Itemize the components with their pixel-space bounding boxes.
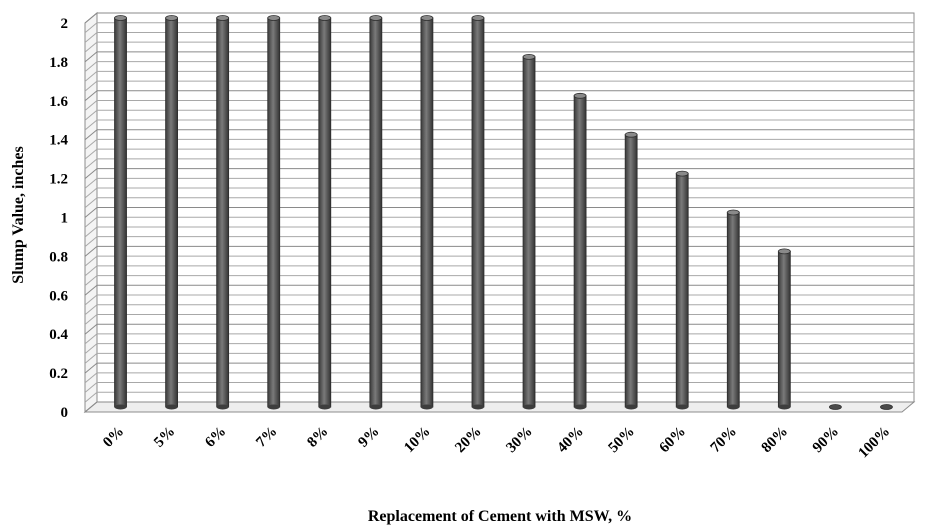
bar xyxy=(522,54,536,410)
x-tick-label: 20% xyxy=(452,424,485,457)
y-tick-label: 1.8 xyxy=(49,55,68,71)
bar xyxy=(726,209,740,410)
gridline xyxy=(84,323,98,335)
x-tick-label: 10% xyxy=(401,424,434,457)
y-tick-label: 0 xyxy=(61,405,69,421)
bar xyxy=(829,404,842,410)
bar xyxy=(420,15,434,410)
gridline xyxy=(84,294,98,306)
x-tick-label: 100% xyxy=(855,424,893,462)
y-tick-label: 1.4 xyxy=(49,133,68,149)
y-tick-label: 1 xyxy=(61,211,69,227)
gridline xyxy=(84,61,98,73)
bar xyxy=(318,15,332,410)
gridline xyxy=(84,391,98,403)
gridline xyxy=(84,129,98,141)
gridline xyxy=(84,362,98,374)
gridline xyxy=(84,314,98,325)
gridline xyxy=(84,187,98,199)
gridline xyxy=(84,100,98,111)
bar xyxy=(216,15,230,410)
gridline xyxy=(84,216,98,228)
gridline xyxy=(84,236,98,248)
x-tick-label: 60% xyxy=(657,424,690,457)
gridline xyxy=(84,109,98,121)
bar xyxy=(573,92,587,410)
bar xyxy=(675,170,689,410)
gridline xyxy=(84,255,98,267)
x-tick-label: 50% xyxy=(605,424,638,457)
bar xyxy=(114,15,127,410)
gridline xyxy=(84,352,98,364)
y-tick-label: 2 xyxy=(61,16,69,32)
gridline xyxy=(84,90,98,102)
bar xyxy=(369,15,383,410)
x-tick-label: 5% xyxy=(151,424,178,451)
gridline xyxy=(84,119,98,131)
gridline xyxy=(84,12,98,24)
gridline xyxy=(84,51,98,63)
x-tick-label: 40% xyxy=(554,424,587,457)
gridline xyxy=(84,284,98,296)
x-tick-label: 70% xyxy=(708,424,741,457)
gridlines xyxy=(84,12,914,413)
y-tick-label: 1.2 xyxy=(49,172,68,188)
gridline xyxy=(84,168,98,179)
y-tick-label: 1.6 xyxy=(49,94,68,110)
gridline xyxy=(84,22,98,34)
bar xyxy=(624,131,638,410)
x-tick-label: 30% xyxy=(503,424,536,457)
gridline xyxy=(84,372,98,384)
bar xyxy=(267,15,281,410)
bar xyxy=(165,15,178,410)
y-axis-title: Slump Value, inches xyxy=(10,146,27,283)
x-tick-label: 0% xyxy=(100,424,127,451)
x-tick-label: 7% xyxy=(253,424,280,451)
x-axis-title: Replacement of Cement with MSW, % xyxy=(368,508,632,525)
x-tick-label: 90% xyxy=(810,424,843,457)
gridline xyxy=(84,401,98,413)
gridline xyxy=(84,382,98,393)
y-tick-label: 0.2 xyxy=(49,366,68,382)
x-tick-label: 9% xyxy=(355,424,382,451)
bar xyxy=(880,404,893,410)
gridline xyxy=(84,32,98,43)
gridline xyxy=(84,41,98,53)
gridline xyxy=(84,139,98,150)
gridline xyxy=(84,343,98,355)
y-tick-label: 0.4 xyxy=(49,327,68,343)
gridline xyxy=(84,246,98,257)
bars xyxy=(114,15,893,410)
gridline xyxy=(84,148,98,160)
gridline xyxy=(84,275,98,286)
gridline xyxy=(84,177,98,189)
gridline xyxy=(84,207,98,218)
bar xyxy=(777,248,791,410)
y-tick-label: 0.8 xyxy=(49,249,68,265)
gridline xyxy=(84,304,98,316)
gridline xyxy=(84,158,98,170)
gridline xyxy=(84,333,98,345)
gridline xyxy=(84,70,98,82)
x-tick-label: 6% xyxy=(202,424,229,451)
y-tick-label: 0.6 xyxy=(49,288,68,304)
x-tick-label: 8% xyxy=(304,424,331,451)
x-tick-label: 80% xyxy=(759,424,792,457)
gridline xyxy=(84,226,98,238)
gridline xyxy=(84,80,98,92)
y-tick-labels: 0 0.2 0.4 0.6 0.8 1 1.2 1.4 1.6 1.8 2 xyxy=(49,16,68,421)
bar xyxy=(471,15,485,410)
gridline xyxy=(84,197,98,209)
gridline xyxy=(84,265,98,277)
x-tick-labels: 0% 5% 6% 7% 8% 9% 10% 20% 30% 40% 50% 60% 70% 80% 90% 1… xyxy=(100,424,893,462)
